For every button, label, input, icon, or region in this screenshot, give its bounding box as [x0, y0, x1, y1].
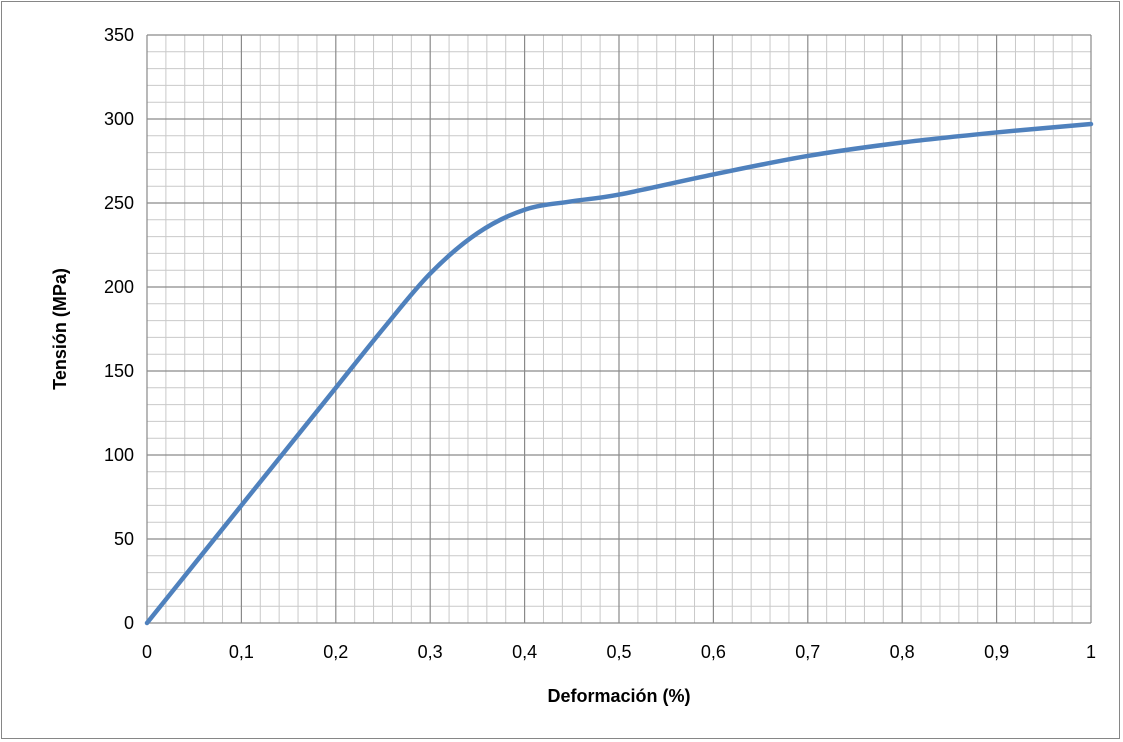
- x-tick-label: 0,5: [606, 642, 631, 662]
- x-tick-label: 0: [142, 642, 152, 662]
- y-tick-label: 300: [104, 109, 134, 129]
- major-gridlines: [146, 34, 1092, 624]
- x-tick-label: 0,9: [984, 642, 1009, 662]
- x-tick-label: 0,8: [890, 642, 915, 662]
- y-tick-label: 150: [104, 361, 134, 381]
- y-tick-label: 100: [104, 445, 134, 465]
- x-tick-label: 0,3: [418, 642, 443, 662]
- x-tick-label: 0,6: [701, 642, 726, 662]
- y-tick-label: 0: [124, 613, 134, 633]
- y-tick-label: 350: [104, 25, 134, 45]
- x-tick-label: 0,2: [323, 642, 348, 662]
- y-tick-label: 200: [104, 277, 134, 297]
- x-tick-label: 0,1: [229, 642, 254, 662]
- series-line: [144, 121, 1094, 626]
- y-axis-tick-labels: 0 50 100 150 200 250 300 350: [104, 25, 134, 633]
- x-tick-label: 0,7: [795, 642, 820, 662]
- x-axis-title: Deformación (%): [547, 686, 690, 706]
- series-layer: [144, 121, 1094, 626]
- y-tick-label: 50: [114, 529, 134, 549]
- y-tick-label: 250: [104, 193, 134, 213]
- y-axis-title: Tensión (MPa): [50, 268, 70, 390]
- x-tick-label: 1: [1086, 642, 1096, 662]
- x-tick-label: 0,4: [512, 642, 537, 662]
- x-axis-tick-labels: 0 0,1 0,2 0,3 0,4 0,5 0,6 0,7 0,8 0,9 1: [142, 642, 1096, 662]
